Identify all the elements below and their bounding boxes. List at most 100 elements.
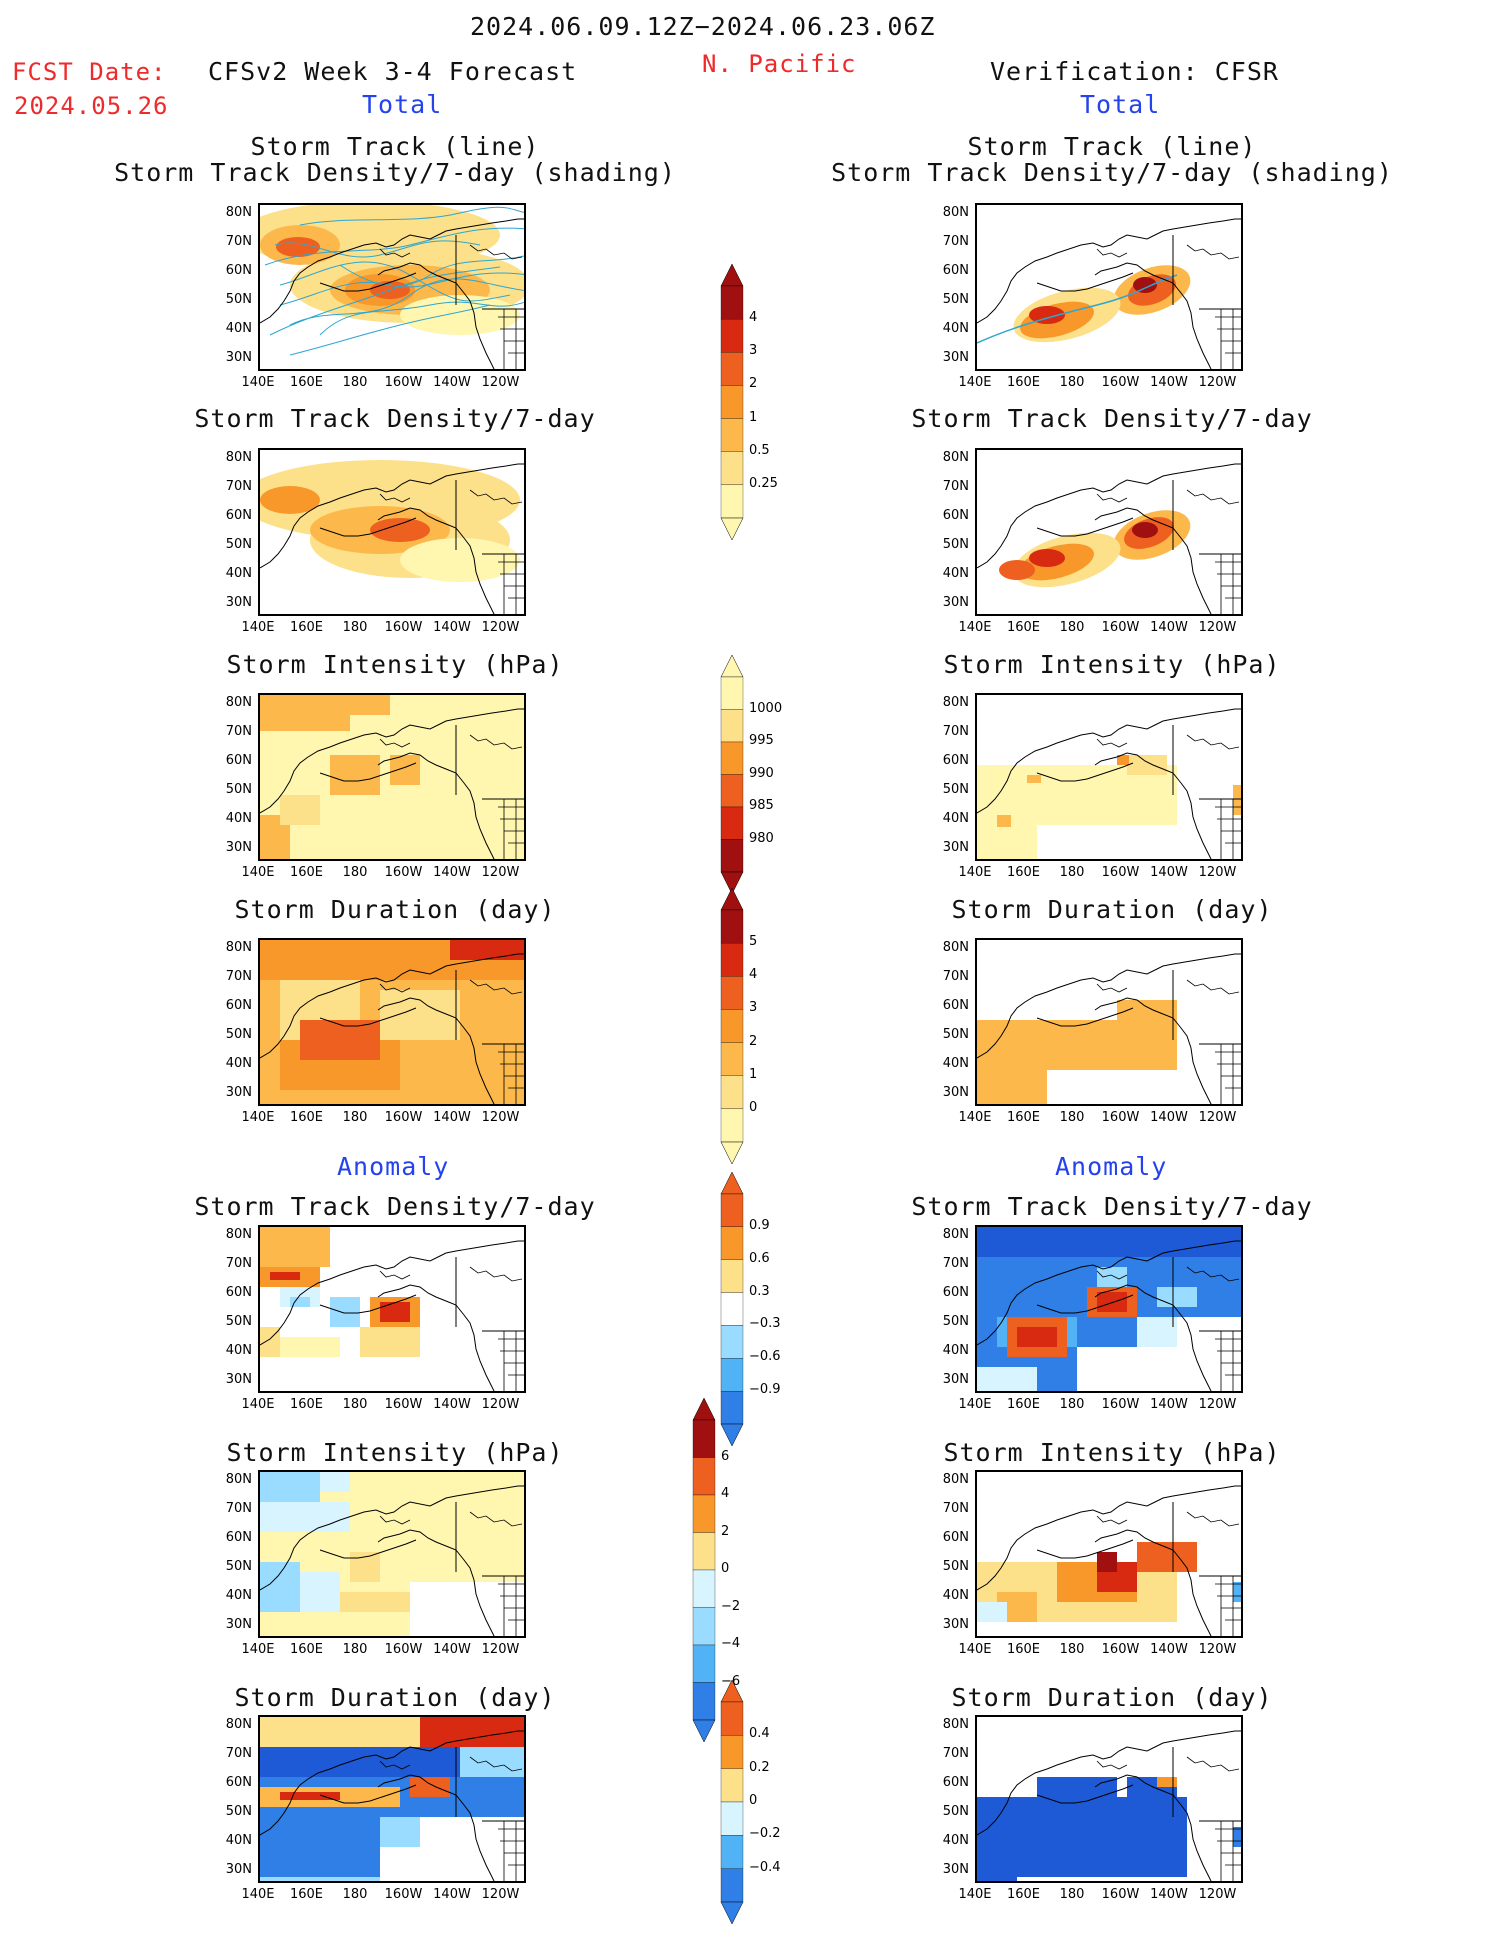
map-panel-r6-cfsr	[975, 1715, 1243, 1883]
lon-tick-label: 160E	[289, 1887, 324, 1902]
lon-tick-label: 120W	[481, 1397, 520, 1412]
lat-tick-label: 70N	[225, 234, 252, 249]
colorbar-tick-label: 4	[749, 310, 758, 326]
panel-title-density-left: Storm Track Density/7-day	[194, 404, 596, 433]
verification-title: Verification: CFSR	[990, 57, 1279, 86]
lon-tick-label: 140E	[241, 865, 275, 880]
colorbar-tick-label: 5	[749, 934, 758, 950]
lat-tick-label: 80N	[942, 450, 969, 465]
lon-tick-label: 160E	[1006, 1110, 1041, 1125]
lat-tick-label: 50N	[225, 292, 252, 307]
lat-tick-label: 60N	[225, 508, 252, 523]
lat-tick-label: 30N	[942, 1372, 969, 1387]
map-heatmap-svg	[260, 1717, 524, 1881]
lat-tick-label: 50N	[225, 1314, 252, 1329]
colorbar-tick-label: 1000	[749, 700, 783, 716]
colorbar-tick-label: −0.3	[749, 1316, 781, 1332]
panel-title-r1a-left: Storm Track (line)	[250, 132, 540, 161]
lon-tick-label: 180	[1059, 1642, 1085, 1657]
lat-tick-label: 60N	[225, 998, 252, 1013]
panel-title-r1b-left: Storm Track Density/7-day (shading)	[114, 158, 676, 187]
lon-tick-label: 180	[342, 1642, 368, 1657]
map-heatmap-svg	[260, 460, 524, 614]
lon-tick-label: 180	[1059, 1887, 1085, 1902]
lon-tick-label: 160W	[384, 1642, 423, 1657]
lat-tick-label: 30N	[225, 1862, 252, 1877]
colorbar-tick-label: 0	[749, 1099, 758, 1115]
lon-tick-label: 140E	[958, 620, 992, 635]
lon-tick-label: 180	[1059, 620, 1085, 635]
lon-tick-label: 180	[342, 1887, 368, 1902]
lat-tick-label: 50N	[225, 537, 252, 552]
colorbar-duration-total	[717, 887, 747, 1174]
lat-tick-label: 30N	[942, 350, 969, 365]
lat-tick-label: 40N	[225, 811, 252, 826]
lat-tick-label: 30N	[225, 1617, 252, 1632]
map-panel-r6-forecast	[258, 1715, 526, 1883]
colorbar-duration-anom	[717, 1679, 747, 1934]
lon-tick-label: 140W	[433, 620, 471, 635]
lon-tick-label: 160E	[1006, 1887, 1041, 1902]
colorbar-tick-label: 995	[749, 733, 774, 748]
lon-tick-label: 120W	[481, 1642, 520, 1657]
colorbar-tick-label: 4	[721, 1486, 730, 1501]
lat-tick-label: 70N	[225, 1501, 252, 1516]
lon-tick-label: 140W	[433, 1642, 471, 1657]
map-heatmap-svg	[260, 695, 524, 859]
fcst-label: FCST Date:	[12, 58, 167, 86]
lon-tick-label: 180	[342, 620, 368, 635]
lat-tick-label: 80N	[942, 205, 969, 220]
lon-tick-label: 160W	[1101, 865, 1140, 880]
anomaly-label-right: Anomaly	[1055, 1152, 1168, 1181]
colorbar-tick-label: 1	[749, 409, 758, 425]
lat-tick-label: 70N	[225, 969, 252, 984]
lon-tick-label: 160E	[1006, 1397, 1041, 1412]
colorbar-tick-label: 980	[749, 830, 774, 846]
lon-tick-label: 140E	[958, 1397, 992, 1412]
lat-tick-label: 80N	[225, 695, 252, 710]
panel-title-intensity-anom-left: Storm Intensity (hPa)	[226, 1438, 564, 1467]
lat-tick-label: 50N	[942, 1027, 969, 1042]
colorbar-tick-label: 2	[749, 1033, 758, 1049]
lat-tick-label: 30N	[942, 1862, 969, 1877]
lon-tick-label: 140W	[1150, 620, 1188, 635]
colorbar-tick-label: 0.4	[749, 1726, 770, 1742]
map-panel-r3-cfsr	[975, 938, 1243, 1106]
panel-title-intensity-right: Storm Intensity (hPa)	[943, 650, 1281, 679]
lon-tick-label: 180	[1059, 375, 1085, 390]
lon-tick-label: 160E	[1006, 865, 1041, 880]
colorbar-tick-label: 0.2	[749, 1759, 770, 1775]
lon-tick-label: 180	[342, 375, 368, 390]
lat-tick-label: 80N	[942, 695, 969, 710]
lat-tick-label: 60N	[225, 753, 252, 768]
colorbar-density-anom	[717, 1171, 747, 1456]
map-panel-r3-forecast	[258, 938, 526, 1106]
colorbar-tick-label: 0.5	[749, 442, 770, 458]
colorbar-tick-label: −0.9	[749, 1382, 781, 1398]
lat-tick-label: 40N	[942, 1056, 969, 1071]
colorbar-tick-label: 0.25	[749, 475, 778, 491]
region-title: N. Pacific	[702, 50, 857, 78]
lat-tick-label: 40N	[942, 321, 969, 336]
lat-tick-label: 70N	[225, 724, 252, 739]
colorbar-intensity-anom	[689, 1397, 719, 1752]
lon-tick-label: 140E	[241, 1887, 275, 1902]
panel-title-r1b-right: Storm Track Density/7-day (shading)	[831, 158, 1393, 187]
lon-tick-label: 120W	[481, 375, 520, 390]
lon-tick-label: 140E	[241, 1397, 275, 1412]
lat-tick-label: 30N	[942, 1085, 969, 1100]
lon-tick-label: 140W	[433, 1397, 471, 1412]
lon-tick-label: 160W	[1101, 1110, 1140, 1125]
lat-tick-label: 60N	[942, 1285, 969, 1300]
lon-tick-label: 180	[342, 1110, 368, 1125]
lon-tick-label: 160E	[289, 620, 324, 635]
lat-tick-label: 80N	[942, 1717, 969, 1732]
lat-tick-label: 70N	[225, 479, 252, 494]
colorbar-tick-label: 985	[749, 798, 774, 813]
colorbar-tick-label: −0.6	[749, 1349, 781, 1365]
lon-tick-label: 120W	[1198, 865, 1237, 880]
panel-title-duration-anom-left: Storm Duration (day)	[234, 1683, 556, 1712]
anomaly-label-left: Anomaly	[337, 1152, 450, 1181]
model-title: CFSv2 Week 3-4 Forecast	[208, 57, 578, 86]
lon-tick-label: 160W	[1101, 1642, 1140, 1657]
